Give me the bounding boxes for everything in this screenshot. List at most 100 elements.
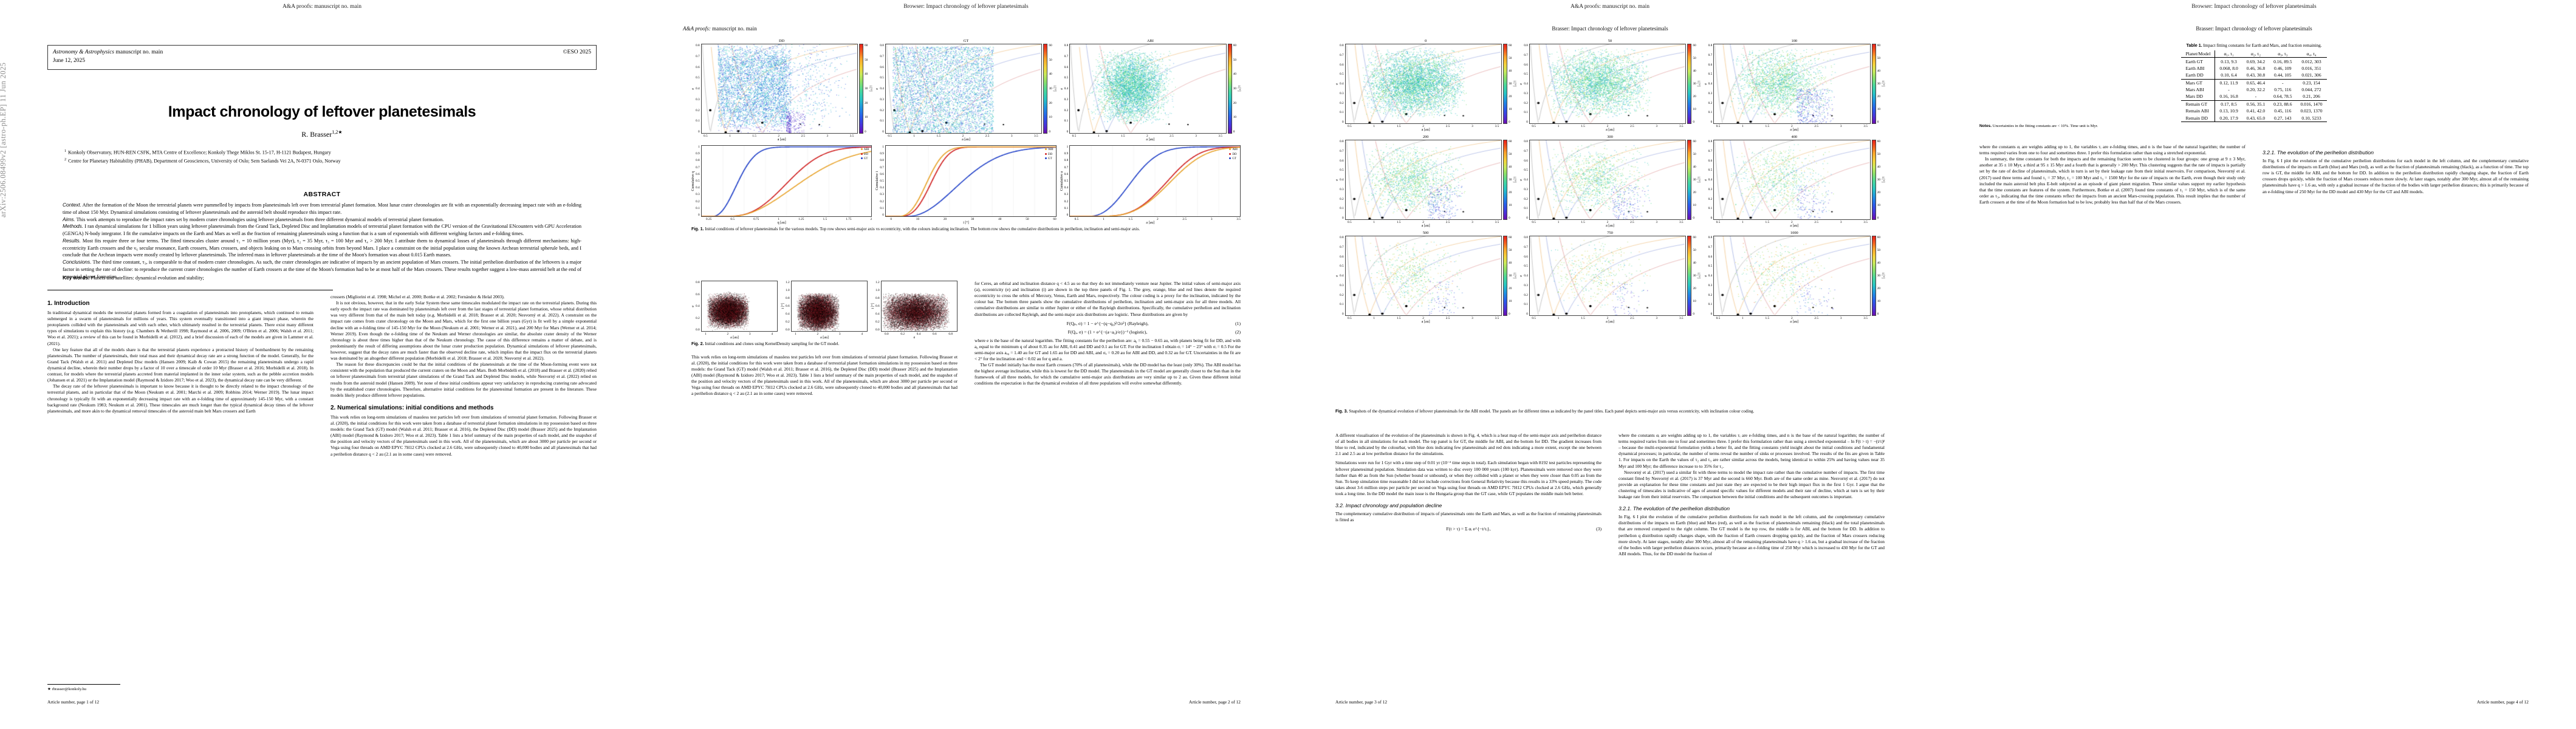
- abstract-heading: ABSTRACT: [303, 191, 341, 198]
- fig2-ylabel-1: e: [691, 305, 695, 307]
- table-cell: 0.45, 116: [2274, 108, 2292, 114]
- fig2-yticks-2: 1.2 1.0 0.8 0.6 0.4 0.2 0.0: [786, 281, 790, 332]
- fig1-panel-abi: ABI e 0.8 0.7 0.6 0.5 0.4 0.3 0.2 0.1 0 60 50 40 30…: [1060, 39, 1241, 142]
- table-header-row: Planet/Model α₁, τ₁ α₂, τ₂ α₃, τ₃ α₄, τ₄: [2181, 50, 2327, 58]
- fig1-cum-a: Cumulative a 1 0.9 0.8 0.7 0.6 0.5 0.4 0.3 0.2 0.…: [1060, 145, 1241, 225]
- abstract-label-aims: Aims.: [63, 216, 75, 222]
- fig1-cum-ylabel-q: Cumulative q: [691, 171, 695, 191]
- fig3-panel-title-7: 750: [1607, 231, 1613, 235]
- table-cell: 0.44, 105: [2269, 72, 2297, 80]
- fig1-cbar-label: i [°]: [1236, 86, 1241, 92]
- fig1-legend-q: ABI DD GT: [860, 148, 869, 162]
- affil-text-1: Konkoly Observatory, HUN-REN CSFK, MTA C…: [68, 149, 331, 156]
- copyright-eso: ©ESO 2025: [563, 49, 591, 55]
- fig1-xlabel-dd: a [au]: [777, 138, 786, 142]
- journal-name: Astronomy & Astrophysics: [53, 49, 114, 55]
- fig1-cum-yticks-a: 1 0.9 0.8 0.7 0.6 0.5 0.4 0.3 0.2 0.1 0: [1064, 145, 1069, 217]
- fig3-xlabel-7: a [au]: [1606, 320, 1614, 324]
- fig2-plot-2: [790, 281, 868, 332]
- fig3-xticks-0: 0.5 1 1.5 2 2.5 3 3.5: [1348, 125, 1499, 128]
- footnote-text: ★ rbrasser@konkoly.hu: [47, 687, 86, 691]
- keywords-text: Planets and satellites: dynamical evolut…: [91, 275, 204, 281]
- keywords-label: Key words.: [63, 275, 90, 281]
- fig1-ylabel: e: [1060, 87, 1064, 90]
- fig1-cum-plot-q: ABI DD GT: [701, 145, 872, 217]
- fig1-xticks-dd: 0.5 1 1.5 2 2.5 3 3.5: [704, 134, 854, 138]
- fig3-colorbar-6: 60 50 40 30 20 10 0 i [°]: [1503, 236, 1516, 316]
- fig3-cbar-label-1: i [°]: [1696, 81, 1701, 87]
- page-footer-4: Article number, page 4 of 12: [2476, 699, 2529, 705]
- fig1-cum-xlabel-i: i [°]: [963, 221, 969, 225]
- page1-columns: 1. Introduction In traditional dynamical…: [47, 294, 597, 457]
- fig3-panel-5: 400 e 0.8 0.7 0.6 0.5 0.4 0.3 0.2 0.1 0 60 50 40 30 20 1…: [1704, 135, 1885, 228]
- table-cell: 0.41, 42.0: [2246, 108, 2266, 114]
- table-row: Earth DD 0.10, 6.4 0.43, 30.8 0.44, 105 0.02…: [2181, 72, 2327, 80]
- fig3-colorbar-5: 60 50 40 30 20 10 0 i [°]: [1871, 140, 1885, 220]
- fig3-ylabel-7: e: [1519, 275, 1524, 277]
- paragraph: The complementary cumulative distributio…: [1335, 511, 1601, 523]
- table-1-wrap: Table 1. Impact fitting constants for Ea…: [1979, 43, 2529, 128]
- table-row: Remain DD 0.20, 17.9 0.43, 65.0 0.27, 143 0.…: [2181, 114, 2327, 122]
- table-cell: 0.068, 8.0: [2219, 65, 2238, 71]
- fig3-ylabel-4: e: [1519, 179, 1524, 181]
- table-cell: 0.65, 46.4: [2246, 80, 2266, 86]
- fig1-cum-yticks-q: 1 0.9 0.8 0.7 0.6 0.5 0.4 0.3 0.2 0.1 0: [696, 145, 700, 217]
- table-cell: Mars GT: [2181, 79, 2216, 86]
- table-row: Mars GT 0.12, 11.9 0.65, 46.4 - 0.23, 154: [2181, 79, 2326, 86]
- table-1-notes: Notes. Uncertainties in the fitting cons…: [1979, 124, 2529, 128]
- running-head-4: Brasser: Impact chronology of leftover p…: [2196, 26, 2312, 32]
- fig3-colorbar-1: 60 50 40 30 20 10 0 i [°]: [1687, 44, 1701, 124]
- fig2-ylabel-3: i [°]: [871, 303, 875, 309]
- fig3-panel-2: 100 e 0.8 0.7 0.6 0.5 0.4 0.3 0.2 0.1 0 60 50 40 30 20 1…: [1704, 39, 1885, 132]
- fig3-cbar-label-6: i [°]: [1512, 273, 1516, 279]
- fig3-panel-title-3: 200: [1422, 135, 1429, 139]
- abstract-label-conclusions: Conclusions.: [63, 259, 92, 265]
- paragraph: The GT model initially has the most Eart…: [975, 362, 1241, 386]
- fig3-colorbar-2: 60 50 40 30 20 10 0 i [°]: [1871, 44, 1885, 124]
- fig3-plot-8: [1713, 236, 1871, 316]
- fig3-xlabel-4: a [au]: [1606, 224, 1614, 228]
- journal-header-box: Astronomy & Astrophysics manuscript no. …: [47, 45, 597, 70]
- table-cell: Remain GT: [2181, 100, 2216, 108]
- fig1-cum-ylabel-a: Cumulative a: [1060, 171, 1064, 191]
- table-1: Planet/Model α₁, τ₁ α₂, τ₂ α₃, τ₃ α₄, τ₄ Eart…: [2181, 50, 2327, 122]
- table-cell: 0.044, 272: [2301, 87, 2321, 93]
- fig1-colorbar-dd: 60 50 40 30 20 10 0 i [°]: [859, 44, 872, 134]
- paragraph: The reason for these discrepancies could…: [331, 361, 597, 398]
- fig3-row: 500 e 0.8 0.7 0.6 0.5 0.4 0.3 0.2 0.1 0 60 50 40 30 20 1…: [1335, 231, 1885, 324]
- fig3-panel-title-8: 1000: [1790, 231, 1798, 235]
- page3-col-left: A different visualisation of the evoluti…: [1335, 433, 1601, 557]
- table-cell: Remain ABI: [2181, 108, 2216, 115]
- fig1-cbar-label: i [°]: [1052, 86, 1057, 92]
- abstract-label-context: Context.: [63, 202, 81, 208]
- equation-1-body: F(Qₚ, σ) = 1 − e^{−(q−q₀)²/2σ²} (Rayleig…: [1066, 320, 1149, 326]
- table-cell: -: [2282, 80, 2284, 86]
- runhead-rest: manuscript no. main: [712, 26, 757, 32]
- browser-tab-label-1: A&A proofs: manuscript no. main: [282, 4, 362, 10]
- paragraph: This work relies on long-term simulation…: [691, 354, 957, 397]
- fig3-yticks-1: 0.8 0.7 0.6 0.5 0.4 0.3 0.2 0.1 0: [1524, 44, 1528, 124]
- table-cell: 0.64, 78.5: [2269, 93, 2297, 101]
- fig3-plot-5: [1713, 140, 1871, 220]
- author-affil-marks: 1,2★: [332, 129, 343, 135]
- fig3-panel-title-4: 300: [1607, 135, 1613, 139]
- fig3-xlabel-1: a [au]: [1606, 128, 1614, 132]
- running-head-2: A&A proofs: manuscript no. main: [683, 26, 1249, 32]
- table-cell: 0.16, 16.8: [2215, 93, 2242, 101]
- paper-sheet-3: Brasser: Impact chronology of leftover p…: [1305, 13, 1915, 719]
- fig1-plot-abi: [1069, 44, 1227, 134]
- fig2-caption-text: Initial conditions and clones using Kern…: [704, 341, 840, 346]
- fig3-yticks-8: 0.8 0.7 0.6 0.5 0.4 0.3 0.2 0.1 0: [1708, 236, 1713, 316]
- fig3-colorbar-7: 60 50 40 30 20 10 0 i [°]: [1687, 236, 1701, 316]
- fig3-xlabel-2: a [au]: [1790, 128, 1799, 132]
- paragraph: This work relies on long-term simulation…: [331, 414, 597, 457]
- abstract-label-results: Results.: [63, 237, 81, 244]
- fig3-plot-0: [1345, 44, 1502, 124]
- page-title: Impact chronology of leftover planetesim…: [168, 103, 476, 120]
- equation-1: F(Qₚ, σ) = 1 − e^{−(q−q₀)²/2σ²} (Rayleig…: [975, 321, 1241, 326]
- fig2-plot-1: [701, 281, 778, 332]
- keywords-line: Key words. Planets and satellites: dynam…: [63, 275, 581, 281]
- fig3-ylabel-8: e: [1704, 275, 1708, 277]
